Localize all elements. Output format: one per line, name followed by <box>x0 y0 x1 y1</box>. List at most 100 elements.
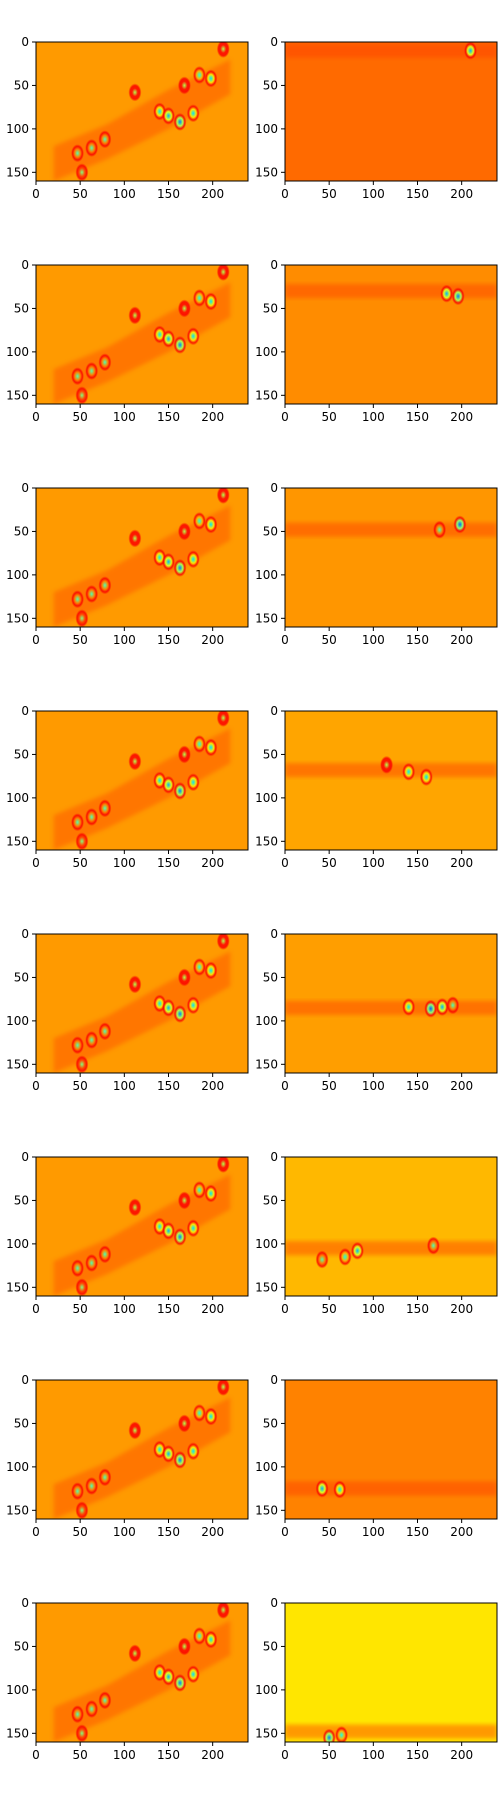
left-panel-4-blob <box>71 813 85 832</box>
right-panel-3-xtick-label: 50 <box>322 633 337 647</box>
left-panel-3: 0 50 100 150 200 0 50 100 150 <box>6 481 249 647</box>
left-panel-3-blob <box>177 522 191 541</box>
right-panel-3-ytick-label: 150 <box>255 611 278 625</box>
left-panel-1-blob <box>192 66 206 85</box>
left-panel-5-xtick-label: 100 <box>113 1079 136 1093</box>
right-panel-5-ytick-label: 50 <box>263 970 278 984</box>
left-panel-4-blob <box>192 735 206 754</box>
left-panel-7-blob <box>216 1380 230 1396</box>
left-panel-1-blob <box>85 138 99 157</box>
left-panel-3-blob <box>173 558 187 577</box>
left-panel-1: 0 50 100 150 200 0 50 100 150 <box>6 35 249 201</box>
left-panel-3-blob <box>192 512 206 531</box>
right-panel-3-blob <box>433 520 447 539</box>
right-panel-5-ytick-label: 150 <box>255 1057 278 1071</box>
left-panel-5-blob <box>192 958 206 977</box>
left-panel-2-xtick-label: 50 <box>73 410 88 424</box>
left-panel-6-ytick-label: 100 <box>6 1237 29 1251</box>
right-panel-4-ytick-label: 150 <box>255 834 278 848</box>
right-panel-2-xtick-label: 100 <box>362 410 385 424</box>
left-panel-4-blob <box>216 711 230 727</box>
left-panel-7-blob <box>177 1414 191 1433</box>
right-panel-8-xtick-label: 50 <box>322 1748 337 1762</box>
left-panel-5-blob <box>75 1055 89 1073</box>
left-panel-3-blob <box>162 552 175 571</box>
left-panel-8-ytick-label: 50 <box>14 1639 29 1653</box>
left-panel-8: 0 50 100 150 200 0 50 100 150 <box>6 1596 249 1762</box>
left-panel-1-blob <box>162 106 175 125</box>
right-panel-3-background <box>285 488 497 627</box>
left-panel-6-blob <box>85 1253 99 1272</box>
left-panel-8-xtick-label: 150 <box>157 1748 180 1762</box>
left-panel-5-blob <box>177 968 191 987</box>
right-panel-3-ytick-label: 50 <box>263 524 278 538</box>
left-panel-4-ytick-label: 100 <box>6 791 29 805</box>
left-panel-2-blob <box>192 289 206 308</box>
left-panel-2-ytick-label: 0 <box>21 258 29 272</box>
left-panel-5-frame <box>35 933 249 1074</box>
right-panel-2-ytick-label: 0 <box>270 258 278 272</box>
left-panel-1-xtick-label: 0 <box>32 187 40 201</box>
left-panel-2-blob <box>162 329 175 348</box>
right-panel-7-xtick-label: 0 <box>281 1525 289 1539</box>
right-panel-6-xtick-label: 100 <box>362 1302 385 1316</box>
left-panel-1-xtick-label: 50 <box>73 187 88 201</box>
right-panel-5-blob <box>446 996 460 1015</box>
left-panel-3-frame <box>35 487 249 628</box>
left-panel-7-ytick-label: 150 <box>6 1503 29 1517</box>
left-panel-4-xtick-label: 200 <box>201 856 224 870</box>
left-panel-5-ytick-label: 50 <box>14 970 29 984</box>
right-panel-5-xtick-label: 0 <box>281 1079 289 1093</box>
right-panel-1-blob <box>464 42 477 60</box>
left-panel-8-blob <box>177 1637 191 1656</box>
left-panel-7-blob <box>173 1450 187 1469</box>
left-panel-5-xtick-label: 0 <box>32 1079 40 1093</box>
left-panel-8-xtick-label: 50 <box>73 1748 88 1762</box>
right-panel-8-xtick-label: 100 <box>362 1748 385 1762</box>
left-panel-7-blob <box>128 1421 142 1440</box>
right-panel-6-ytick-label: 0 <box>270 1150 278 1164</box>
left-panel-3-xtick-label: 0 <box>32 633 40 647</box>
left-panel-7-blob <box>186 1442 200 1461</box>
right-panel-1-xtick-label: 0 <box>281 187 289 201</box>
right-panel-1-horizontal-band <box>285 43 497 58</box>
left-panel-8-blob <box>128 1644 142 1663</box>
right-panel-1-xtick-label: 100 <box>362 187 385 201</box>
left-panel-4-frame <box>35 710 249 851</box>
right-panel-3-xtick-label: 150 <box>406 633 429 647</box>
right-panel-4-xtick-label: 200 <box>450 856 473 870</box>
left-panel-6-ytick-label: 150 <box>6 1280 29 1294</box>
left-panel-2-xtick-label: 100 <box>113 410 136 424</box>
left-panel-7-ytick-label: 0 <box>21 1373 29 1387</box>
right-panel-6-horizontal-band <box>285 1241 497 1256</box>
left-panel-7-blob <box>85 1476 99 1495</box>
left-panel-2-xtick-label: 200 <box>201 410 224 424</box>
right-panel-6-background <box>285 1157 497 1296</box>
left-panel-8-xtick-label: 200 <box>201 1748 224 1762</box>
left-panel-7-blob <box>98 1468 112 1487</box>
right-panel-7-xtick-label: 100 <box>362 1525 385 1539</box>
left-panel-6-xtick-label: 200 <box>201 1302 224 1316</box>
right-panel-6-xtick-label: 0 <box>281 1302 289 1316</box>
left-panel-3-ytick-label: 0 <box>21 481 29 495</box>
right-panel-4-xtick-label: 50 <box>322 856 337 870</box>
right-panel-8-frame <box>284 1602 498 1743</box>
left-panel-6-xtick-label: 100 <box>113 1302 136 1316</box>
right-panel-4-blob <box>380 755 394 774</box>
left-panel-4-blob <box>186 773 200 792</box>
left-panel-8-blob <box>204 1630 218 1649</box>
right-panel-6-ytick-label: 100 <box>255 1237 278 1251</box>
right-panel-4-ytick-label: 100 <box>255 791 278 805</box>
right-panel-4-blob <box>419 768 433 787</box>
right-panel-5-blob <box>424 999 438 1018</box>
left-panel-1-blob <box>128 83 142 102</box>
left-panel-2-blob <box>186 327 200 346</box>
right-panel-7-xtick-label: 150 <box>406 1525 429 1539</box>
right-panel-8-blob <box>335 1726 349 1742</box>
left-panel-2-ytick-label: 150 <box>6 388 29 402</box>
left-panel-3-blob <box>128 529 142 548</box>
left-panel-1-xtick-label: 150 <box>157 187 180 201</box>
left-panel-6-blob <box>186 1219 200 1238</box>
left-panel-8-blob <box>85 1699 99 1718</box>
